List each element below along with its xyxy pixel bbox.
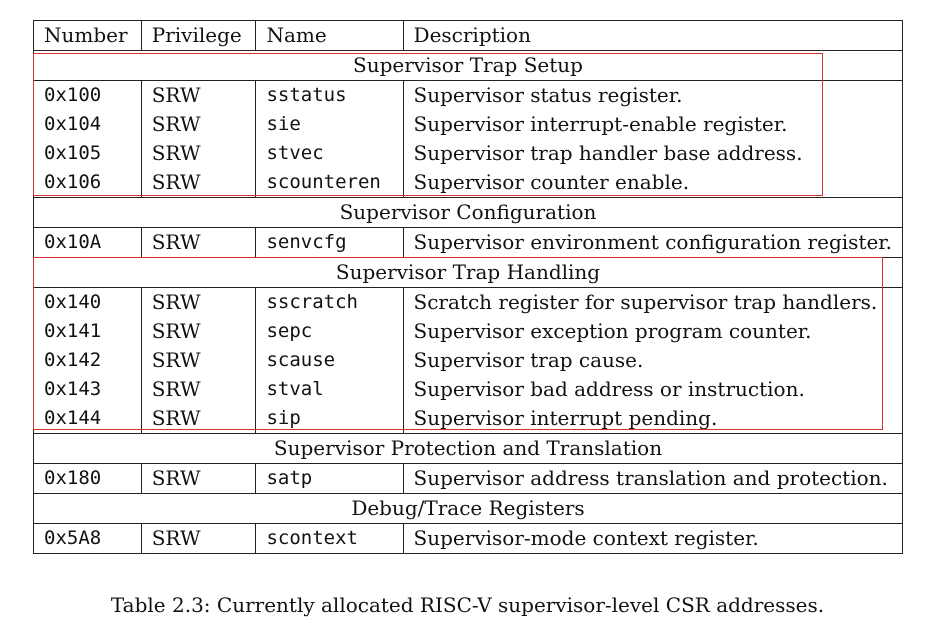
- table-row: 0x10A SRW senvcfg Supervisor environment co…: [33, 227, 904, 258]
- table-row: 0x106 SRW scounteren Supervisor counter ena…: [33, 168, 904, 198]
- csr-description: Supervisor trap cause.: [402, 346, 904, 375]
- csr-description: Supervisor exception program counter.: [402, 317, 904, 346]
- csr-privilege: SRW: [140, 110, 257, 139]
- csr-description: Supervisor status register.: [402, 80, 904, 110]
- table-row: 0x5A8 SRW scontext Supervisor-mode context …: [33, 523, 904, 554]
- table-row: 0x141 SRW sepc Supervisor exception program…: [33, 317, 904, 346]
- table-row: 0x104 SRW sie Supervisor interrupt-enable r…: [33, 110, 904, 139]
- csr-description: Supervisor-mode context register.: [402, 523, 904, 554]
- table-row: 0x105 SRW stvec Supervisor trap handler bas…: [33, 139, 904, 168]
- csr-name: scontext: [255, 523, 404, 554]
- csr-number: 0x100: [33, 80, 142, 110]
- csr-description: Supervisor address translation and prote…: [402, 463, 904, 494]
- table-row: 0x144 SRW sip Supervisor interrupt pending.: [33, 404, 904, 434]
- csr-number: 0x142: [33, 346, 142, 375]
- header-privilege: Privilege: [140, 20, 257, 51]
- table-row: 0x180 SRW satp Supervisor address translati…: [33, 463, 904, 494]
- csr-privilege: SRW: [140, 139, 257, 168]
- section-title: Supervisor Configuration: [33, 197, 903, 228]
- section-title: Supervisor Trap Setup: [33, 50, 903, 81]
- csr-number: 0x105: [33, 139, 142, 168]
- table-header-row: Number Privilege Name Description: [33, 20, 904, 51]
- header-number: Number: [33, 20, 142, 51]
- csr-privilege: SRW: [140, 317, 257, 346]
- csr-number: 0x10A: [33, 227, 142, 258]
- csr-privilege: SRW: [140, 404, 257, 434]
- csr-number: 0x141: [33, 317, 142, 346]
- csr-privilege: SRW: [140, 80, 257, 110]
- csr-privilege: SRW: [140, 227, 257, 258]
- csr-name: sepc: [255, 317, 404, 346]
- section-title: Supervisor Trap Handling: [33, 257, 903, 288]
- csr-privilege: SRW: [140, 346, 257, 375]
- header-name: Name: [255, 20, 404, 51]
- section-row: Supervisor Trap Setup: [33, 50, 903, 81]
- csr-name: scounteren: [255, 168, 404, 198]
- csr-name: sip: [255, 404, 404, 434]
- csr-name: stval: [255, 375, 404, 404]
- csr-number: 0x106: [33, 168, 142, 198]
- csr-name: satp: [255, 463, 404, 494]
- csr-name: sstatus: [255, 80, 404, 110]
- csr-number: 0x5A8: [33, 523, 142, 554]
- csr-description: Supervisor interrupt-enable register.: [402, 110, 904, 139]
- csr-table-body: Number Privilege Name Description Superv…: [33, 20, 904, 554]
- csr-number: 0x104: [33, 110, 142, 139]
- table-row: 0x140 SRW sscratch Scratch register for sup…: [33, 287, 904, 317]
- table-row: 0x142 SRW scause Supervisor trap cause.: [33, 346, 904, 375]
- section-title: Debug/Trace Registers: [33, 493, 903, 524]
- csr-table: Number Privilege Name Description Superv…: [33, 20, 904, 554]
- table-row: 0x100 SRW sstatus Supervisor status registe…: [33, 80, 904, 110]
- csr-number: 0x180: [33, 463, 142, 494]
- csr-privilege: SRW: [140, 463, 257, 494]
- csr-privilege: SRW: [140, 523, 257, 554]
- section-title: Supervisor Protection and Translation: [33, 433, 903, 464]
- csr-description: Scratch register for supervisor trap han…: [402, 287, 904, 317]
- csr-number: 0x144: [33, 404, 142, 434]
- csr-name: sie: [255, 110, 404, 139]
- csr-privilege: SRW: [140, 287, 257, 317]
- section-row: Debug/Trace Registers: [33, 493, 903, 524]
- csr-number: 0x143: [33, 375, 142, 404]
- csr-description: Supervisor environment configuration reg…: [402, 227, 904, 258]
- csr-name: sscratch: [255, 287, 404, 317]
- csr-description: Supervisor interrupt pending.: [402, 404, 904, 434]
- table-row: 0x143 SRW stval Supervisor bad address or i…: [33, 375, 904, 404]
- section-row: Supervisor Configuration: [33, 197, 903, 228]
- section-row: Supervisor Trap Handling: [33, 257, 903, 288]
- csr-description: Supervisor bad address or instruction.: [402, 375, 904, 404]
- csr-privilege: SRW: [140, 168, 257, 198]
- csr-description: Supervisor trap handler base address.: [402, 139, 904, 168]
- header-description: Description: [402, 20, 904, 51]
- csr-name: senvcfg: [255, 227, 404, 258]
- csr-number: 0x140: [33, 287, 142, 317]
- table-caption: Table 2.3: Currently allocated RISC-V su…: [110, 593, 825, 617]
- csr-privilege: SRW: [140, 375, 257, 404]
- section-row: Supervisor Protection and Translation: [33, 433, 903, 464]
- csr-name: scause: [255, 346, 404, 375]
- csr-description: Supervisor counter enable.: [402, 168, 904, 198]
- csr-name: stvec: [255, 139, 404, 168]
